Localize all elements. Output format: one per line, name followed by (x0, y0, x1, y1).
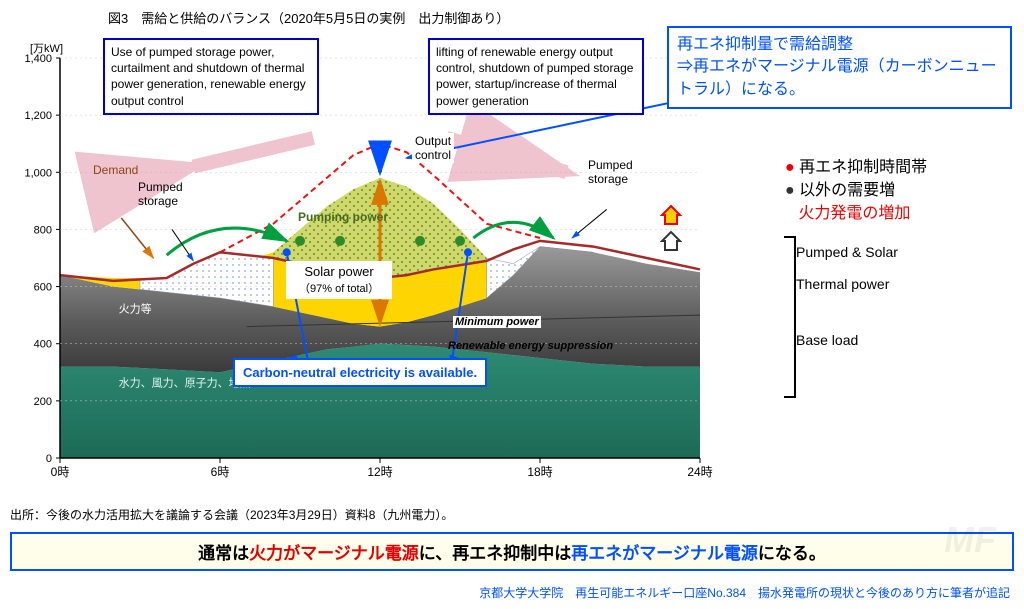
svg-text:0時: 0時 (51, 465, 70, 479)
house-icon-red (660, 204, 682, 226)
legend-bracket (784, 236, 796, 398)
label-demand: Demand (93, 163, 138, 177)
label-pumped-storage-left: Pumped storage (138, 180, 183, 208)
label-carbon-neutral: Carbon-neutral electricity is available. (233, 358, 487, 387)
label-minimum-power: Minimum power (453, 316, 541, 328)
svg-text:12時: 12時 (367, 465, 392, 479)
info-box-pumped-storage: Use of pumped storage power, curtailment… (103, 38, 319, 115)
svg-text:200: 200 (34, 396, 52, 408)
credit-line: 京都大学大学院 再生可能エネルギー口座No.384 揚水発電所の現状と今後のあり… (479, 584, 1010, 601)
label-output-control: Output control (412, 133, 454, 163)
label-pumping-power: Pumping power (298, 210, 388, 224)
svg-text:24時: 24時 (687, 465, 712, 479)
svg-text:400: 400 (34, 339, 52, 351)
svg-text:800: 800 (34, 224, 52, 236)
chart-title: 図3 需給と供給のバランス（2020年5月5日の実例 出力制御あり） (108, 8, 509, 27)
label-renewable-suppression: Renewable energy suppression (448, 340, 613, 352)
svg-text:18時: 18時 (527, 465, 552, 479)
svg-text:1,000: 1,000 (24, 167, 52, 179)
annotation-right-block: ● 再エネ抑制時間帯 ● 以外の需要増 火力発電の増加 (785, 156, 1010, 226)
svg-text:0: 0 (46, 453, 52, 465)
annotation-renewable-marginal: 再エネ抑制量で需給調整 ⇒再エネがマージナル電源（カーボンニュートラル）になる。 (667, 26, 1012, 109)
legend-pumped-solar: Pumped & Solar (796, 236, 976, 268)
legend-right: Pumped & Solar Thermal power Base load (796, 236, 976, 356)
svg-text:600: 600 (34, 282, 52, 294)
svg-text:[万kW]: [万kW] (30, 43, 63, 55)
label-pumped-storage-right: Pumped storage (588, 158, 633, 186)
source-line: 出所：今後の水力活用拡大を議論する会議（2023年3月29日）資料8（九州電力）… (10, 506, 453, 523)
svg-text:水力、風力、原子力、地熱: 水力、風力、原子力、地熱 (119, 377, 251, 390)
label-solar-power: Solar power （97% of total） (286, 261, 392, 299)
info-box-renewable-lifting: lifting of renewable energy output contr… (428, 38, 644, 115)
legend-thermal: Thermal power (796, 268, 976, 300)
svg-text:1,200: 1,200 (24, 110, 52, 122)
house-icon-gray (660, 230, 682, 252)
summary-box: 通常は火力がマージナル電源に、再エネ抑制中は再エネがマージナル電源になる。 (10, 532, 1014, 571)
svg-text:火力等: 火力等 (119, 301, 152, 315)
legend-base: Base load (796, 324, 976, 356)
svg-text:6時: 6時 (211, 465, 230, 479)
chart-container: 図3 需給と供給のバランス（2020年5月5日の実例 出力制御あり） 0 200 4… (8, 8, 1016, 601)
